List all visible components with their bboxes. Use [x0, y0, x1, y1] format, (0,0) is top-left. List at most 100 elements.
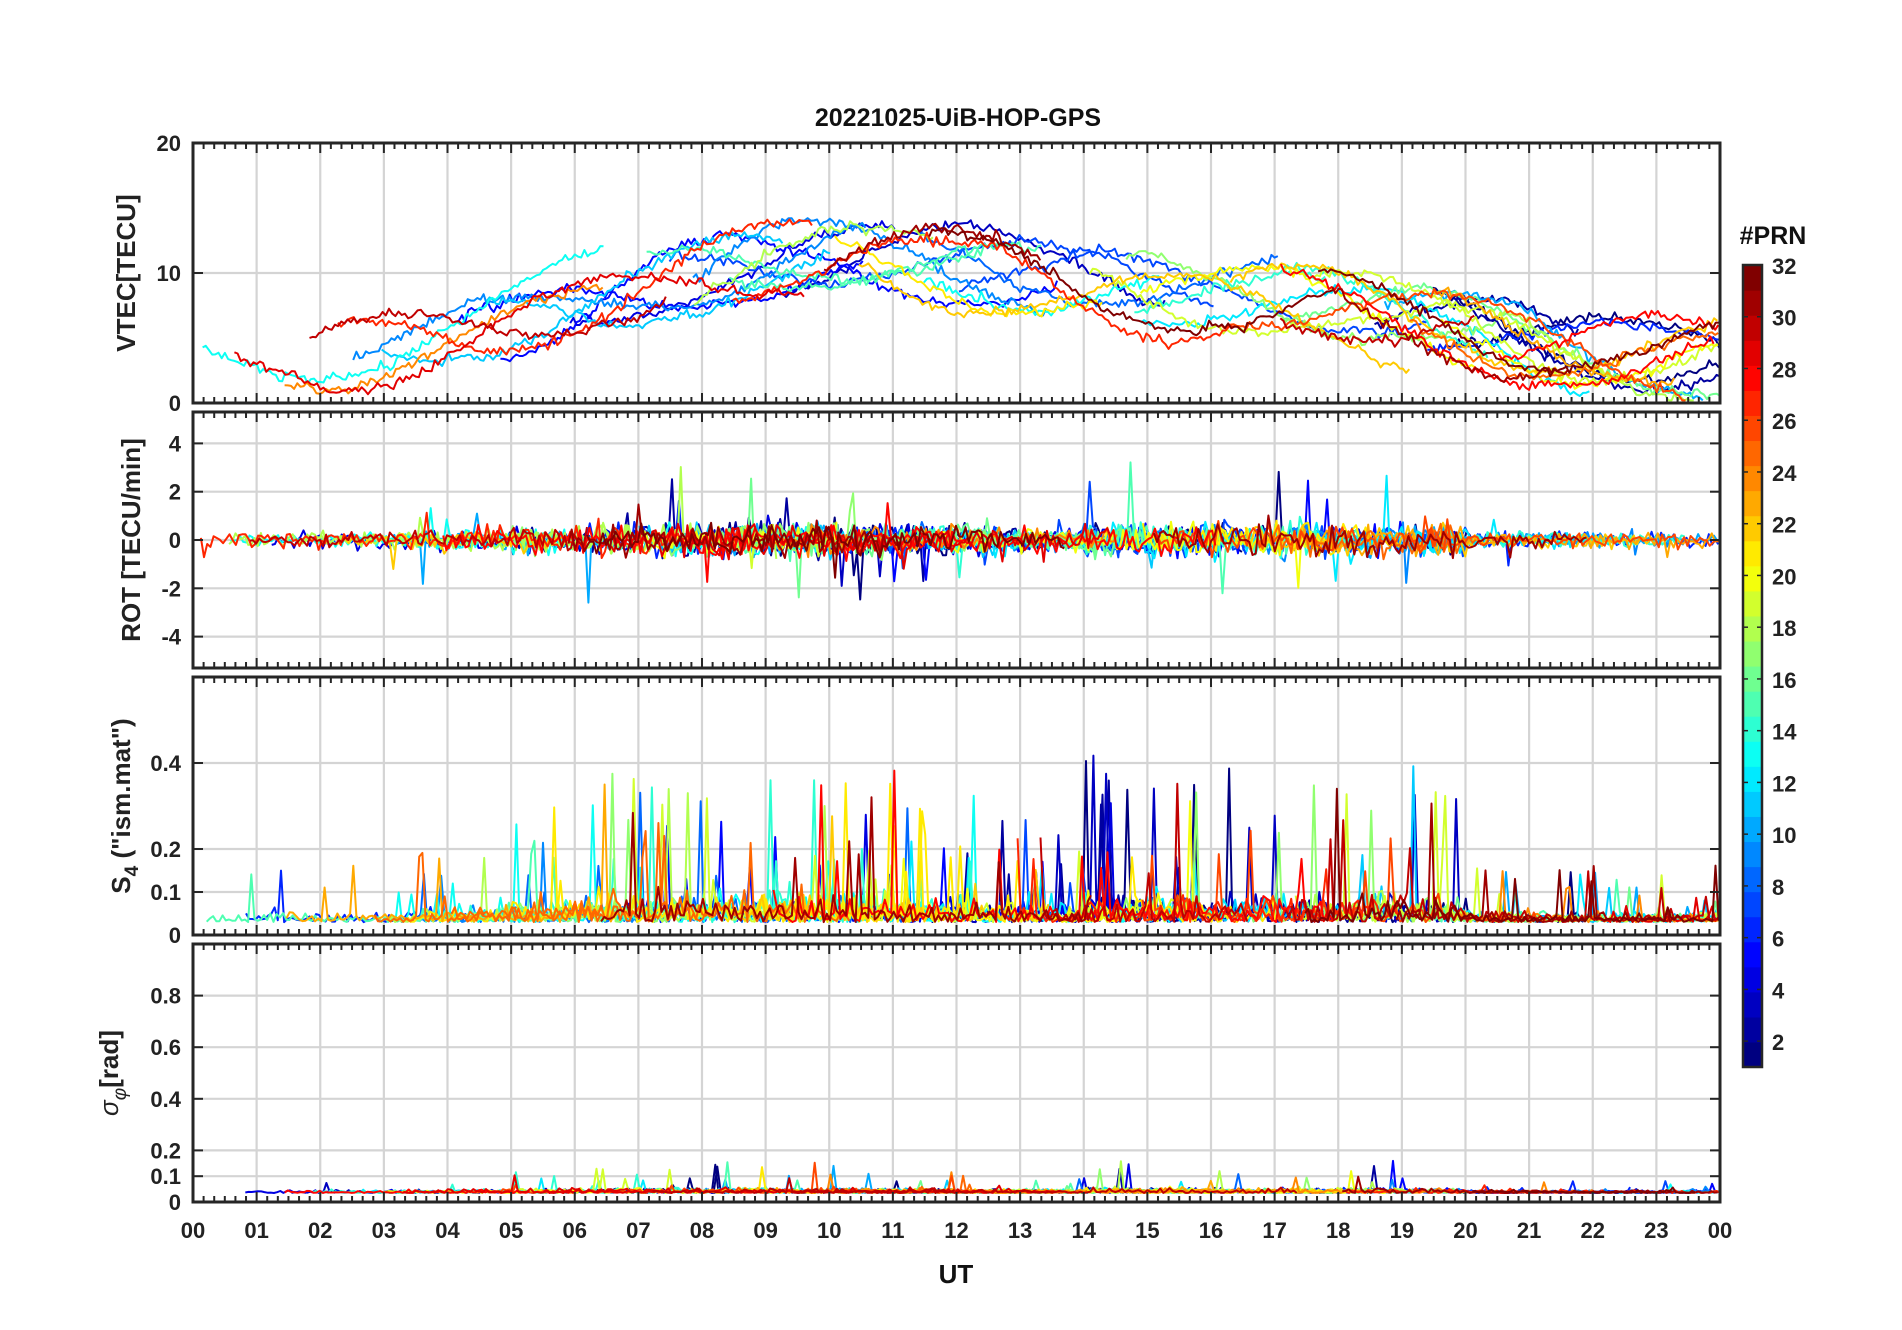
series-prn-line: [284, 283, 604, 395]
x-tick-label: 00: [181, 1218, 205, 1243]
y-tick-label: 0.4: [150, 751, 181, 776]
y-tick-label: 0: [169, 528, 181, 553]
colorbar-tick-label: 6: [1772, 927, 1784, 952]
series-prn-line: [567, 503, 901, 559]
panel-s4-grid: [193, 677, 1720, 935]
y-tick-label: 4: [169, 431, 182, 456]
colorbar-swatch: [1743, 766, 1762, 792]
colorbar-tick-label: 2: [1772, 1030, 1784, 1055]
series-prn-line: [1291, 523, 1719, 559]
y-tick-label: 0: [169, 1190, 181, 1215]
colorbar-tick-label: 8: [1772, 875, 1784, 900]
colorbar-swatch: [1743, 640, 1762, 667]
series-prn-line: [1472, 1186, 1696, 1194]
series-prn-line: [928, 227, 1334, 337]
panel-sigphi-ylabel-sub: φ: [110, 1088, 131, 1100]
colorbar-swatch: [1743, 390, 1762, 416]
colorbar-swatches: [1743, 265, 1762, 1068]
series-prn-line: [485, 248, 831, 330]
y-tick-label: -4: [161, 625, 181, 650]
y-tick-label: 0.1: [150, 1164, 181, 1189]
series-prn-line: [790, 1186, 1298, 1194]
colorbar-swatch: [1743, 816, 1762, 843]
x-tick-label: 12: [944, 1218, 968, 1243]
y-tick-label: 10: [157, 261, 181, 286]
panel-sigphi-series: [245, 1159, 1721, 1194]
colorbar-tick-label: 28: [1772, 357, 1796, 382]
colorbar-tick-label: 18: [1772, 616, 1796, 641]
panel-s4-ylabel: S4 ("ism.mat"): [106, 718, 143, 893]
series-prn-line: [1497, 309, 1720, 361]
x-tick-label: 01: [244, 1218, 268, 1243]
x-tick-label: 16: [1199, 1218, 1223, 1243]
colorbar-tick-label: 14: [1772, 720, 1797, 745]
panel-s4-ytick-labels: 0 0.1 0.2 0.4: [150, 751, 181, 948]
colorbar-swatch: [1743, 941, 1762, 968]
x-tick-label: 03: [372, 1218, 396, 1243]
colorbar-swatch: [1743, 340, 1762, 366]
series-prn-line: [373, 834, 726, 924]
colorbar-swatch: [1743, 691, 1762, 717]
panel-sigphi: 00.10.2 0.4 0.6 0.8 σφ[rad]: [94, 942, 1722, 1215]
series-prn-line: [772, 769, 1335, 923]
x-tick-label: 23: [1644, 1218, 1668, 1243]
x-tick-label: 02: [308, 1218, 332, 1243]
series-prn-line: [600, 796, 1092, 924]
x-tick-label: 18: [1326, 1218, 1350, 1243]
y-tick-label: 2: [169, 480, 181, 505]
colorbar-tick-label: 4: [1772, 978, 1785, 1003]
x-tick-label: 00: [1708, 1218, 1732, 1243]
colorbar-swatch: [1743, 365, 1762, 391]
panel-vtec-ytick-labels: 0 10 20: [157, 131, 181, 416]
panel-sigphi-ytick-labels: 00.10.2 0.4 0.6 0.8: [150, 984, 181, 1215]
series-prn-line: [693, 220, 934, 306]
x-tick-label: 17: [1262, 1218, 1286, 1243]
series-prn-line: [309, 296, 667, 340]
series-prn-line: [1331, 286, 1569, 384]
series-prn-line: [833, 235, 1103, 318]
panel-s4-ylabel-sub: 4: [122, 865, 143, 876]
colorbar-swatch: [1743, 290, 1762, 316]
panel-s4-frame: [191, 675, 1722, 937]
colorbar-swatch: [1743, 1041, 1762, 1068]
y-tick-label: 0.4: [150, 1087, 181, 1112]
series-prn-line: [1152, 514, 1587, 560]
panel-rot-ylabel: ROT [TECU/min]: [116, 438, 146, 642]
series-prn-line: [586, 521, 1065, 579]
x-tick-label: 13: [1008, 1218, 1032, 1243]
colorbar-swatch: [1743, 490, 1762, 517]
panel-vtec-ylabel: VTEC[TECU]: [111, 194, 141, 351]
x-tick-label: 06: [563, 1218, 587, 1243]
series-prn-line: [202, 245, 604, 385]
colorbar-swatch: [1743, 866, 1762, 893]
series-prn-line: [1088, 267, 1631, 383]
series-prn-line: [1283, 261, 1489, 360]
series-prn-line: [1427, 317, 1721, 355]
y-tick-label: -2: [161, 576, 181, 601]
colorbar-frame: [1741, 263, 1764, 1069]
x-tick-label: 14: [1072, 1218, 1097, 1243]
panel-sigphi-ylabel: σφ[rad]: [94, 1030, 131, 1116]
series-prn-line: [1452, 296, 1721, 395]
colorbar-swatch: [1743, 315, 1762, 341]
panel-s4-series: [205, 754, 1720, 924]
colorbar-swatch: [1743, 465, 1762, 492]
y-tick-label: 0.6: [150, 1035, 181, 1060]
series-prn-line: [823, 222, 1042, 272]
colorbar-tick-label: 30: [1772, 306, 1796, 331]
series-prn-line: [1039, 782, 1249, 923]
series-prn-line: [1279, 314, 1475, 348]
panel-s4-ylabel-main: S: [106, 876, 136, 893]
x-tick-label: 11: [881, 1218, 904, 1243]
colorbar-swatch: [1743, 741, 1762, 767]
colorbar-tick-label: 32: [1772, 254, 1796, 279]
x-tick-labels: 00 01 02 03 04 05 06 07 08 09 10 11 12 13 14 15 16 17 18 19…: [181, 1218, 1732, 1243]
y-tick-label: 0.1: [150, 880, 181, 905]
colorbar-swatch: [1743, 916, 1762, 943]
colorbar-tick-label: 24: [1772, 461, 1797, 486]
panel-s4: 0 0.1 0.2 0.4 S4 ("ism.mat"): [106, 675, 1722, 948]
panel-rot-series: [199, 461, 1720, 604]
colorbar-tick-label: 22: [1772, 513, 1796, 538]
